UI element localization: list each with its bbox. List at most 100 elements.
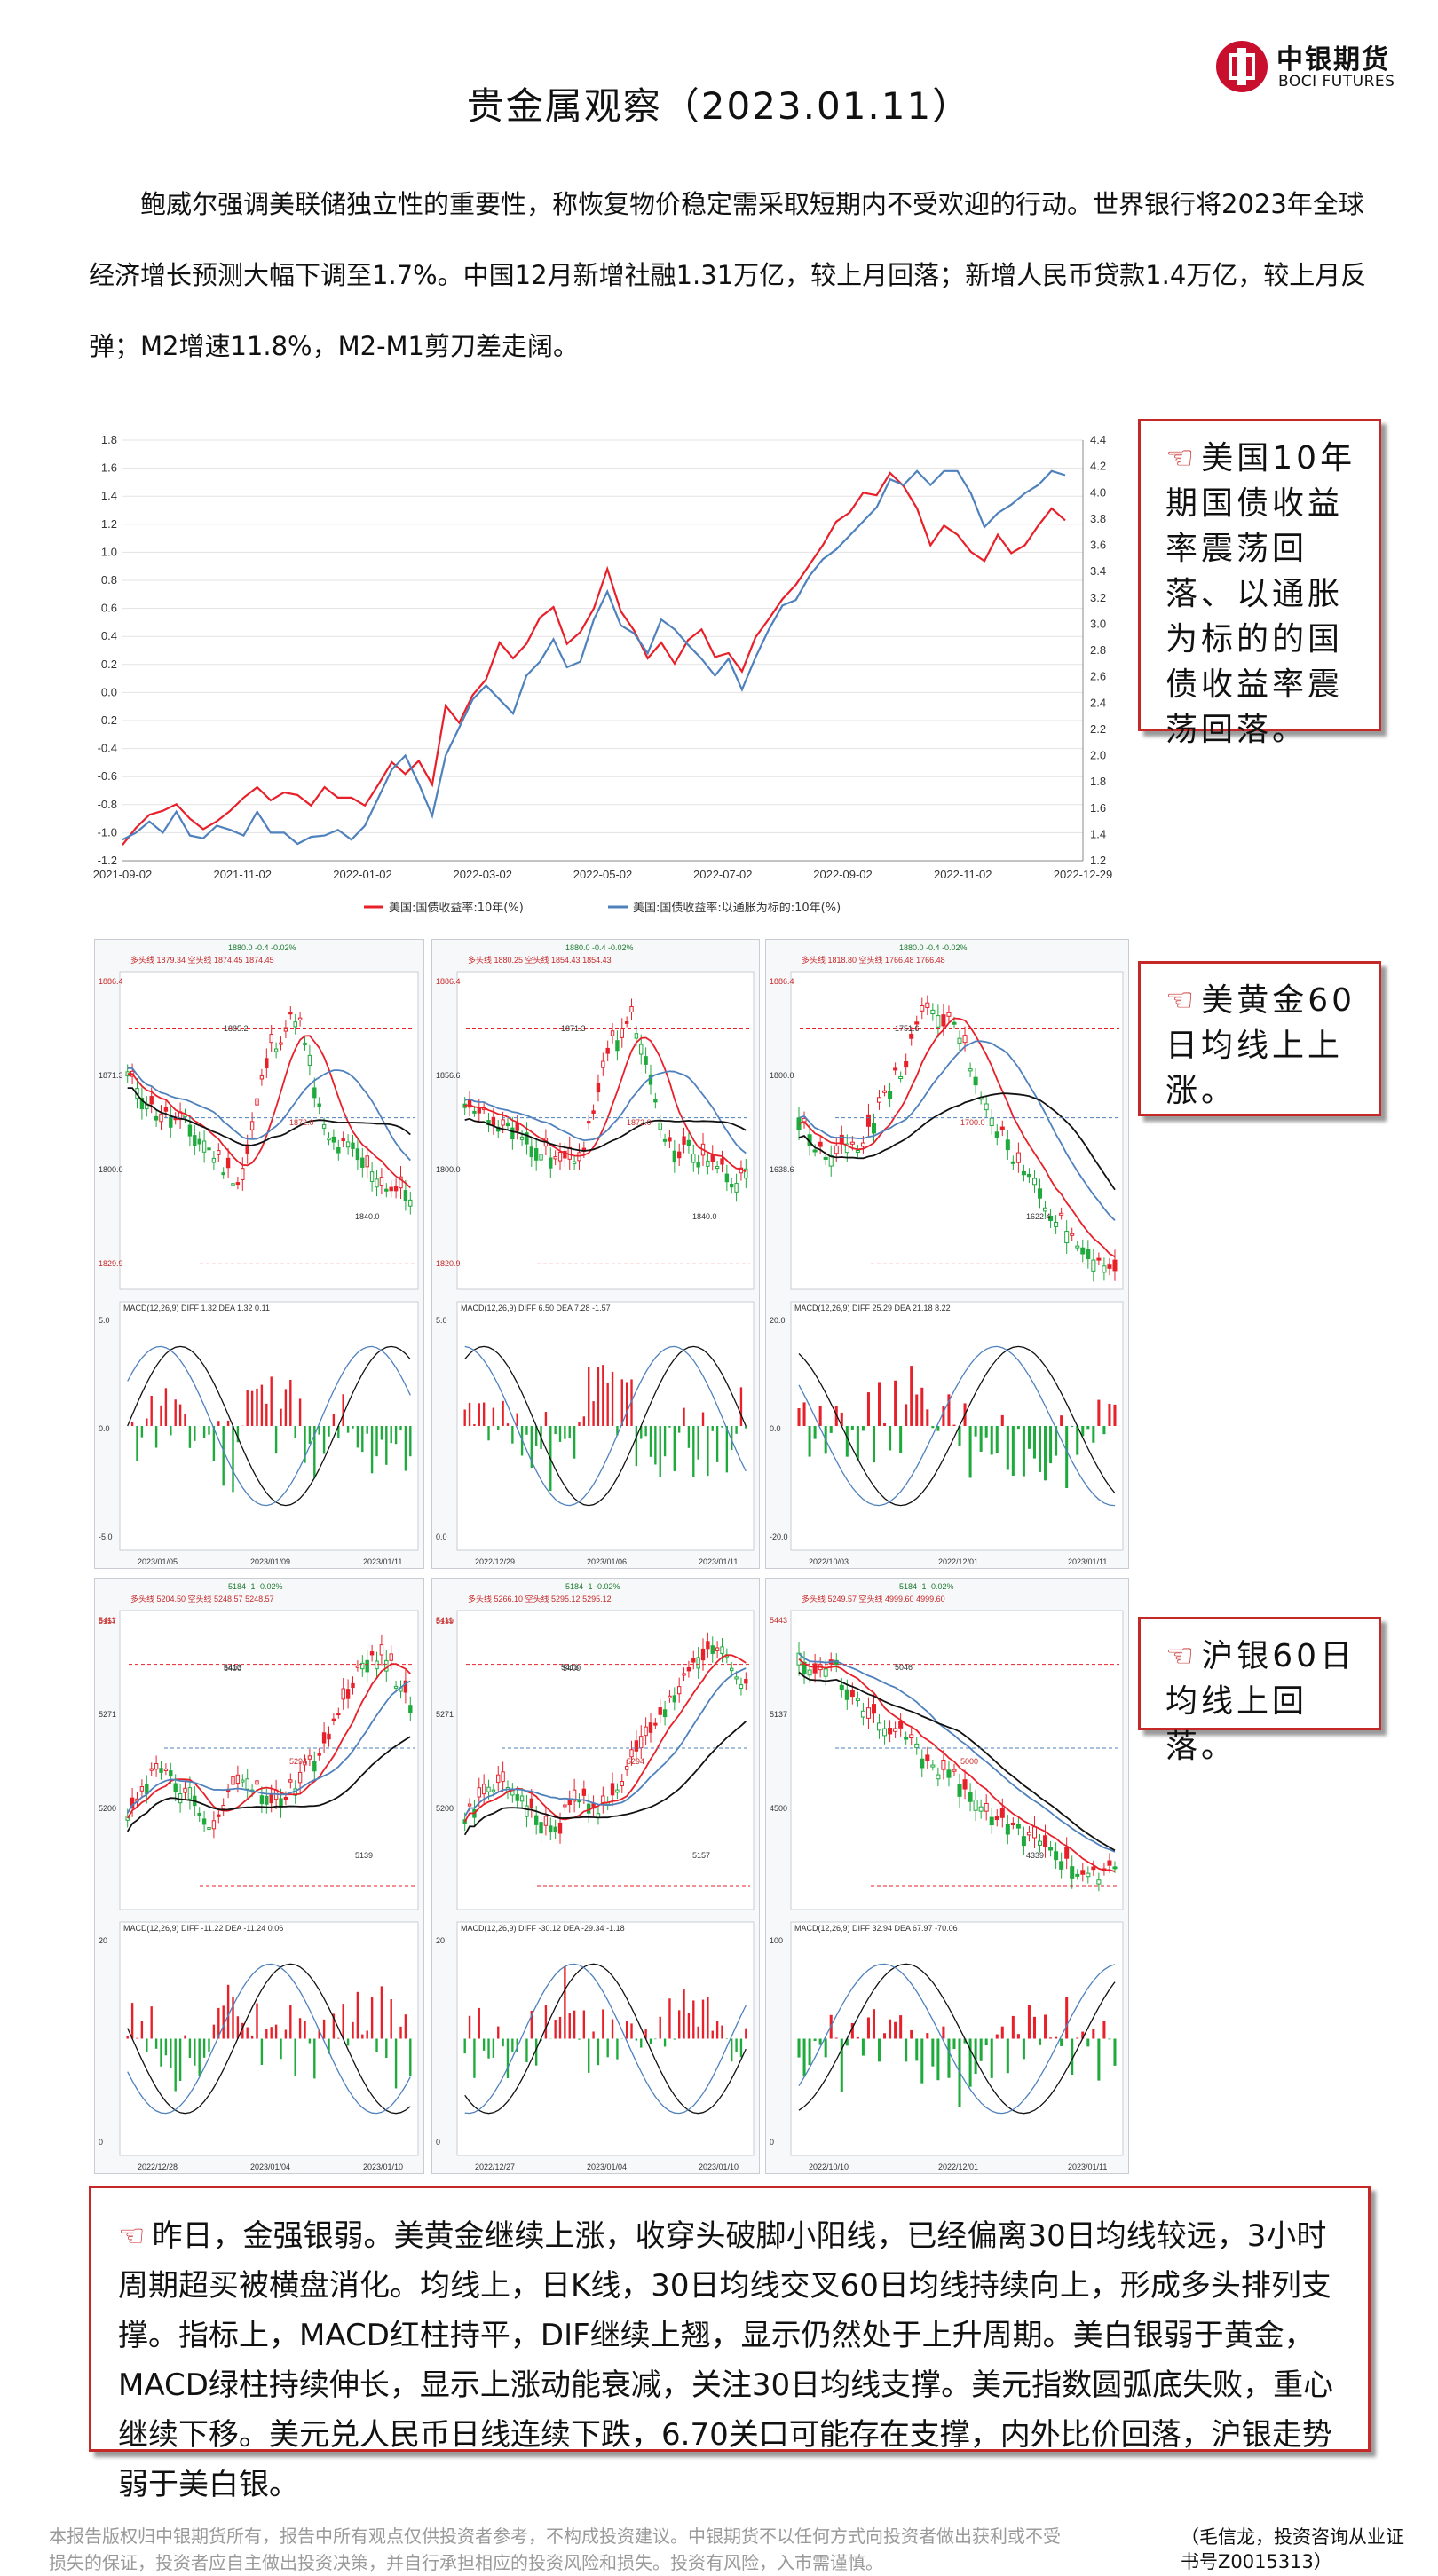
price-label: 1872.0	[289, 1118, 314, 1127]
candle-body	[994, 1816, 999, 1821]
callout-silver-text: 沪银60日均线上回落。	[1165, 1638, 1356, 1765]
candle-body	[149, 1096, 154, 1105]
candle-body	[183, 1115, 187, 1118]
price-label: 5411	[99, 1616, 115, 1625]
candle-body	[525, 1805, 529, 1817]
candle-body	[823, 1668, 828, 1677]
candle-body	[1102, 1265, 1107, 1273]
candle-body	[818, 1141, 823, 1147]
candle-body	[1031, 1178, 1038, 1186]
candle-body	[259, 1795, 265, 1805]
price-label: 5200	[99, 1804, 116, 1813]
candle-body	[563, 1150, 567, 1159]
y-left-tick-label: 1.2	[101, 517, 117, 531]
candle-body	[1096, 1879, 1102, 1885]
candle-body	[462, 1819, 467, 1824]
candle-body	[734, 1676, 739, 1680]
candle-body	[839, 1134, 844, 1145]
candle-body	[197, 1812, 201, 1816]
candle-body	[591, 1110, 596, 1114]
brand-name-en: BOCI FUTURES	[1278, 73, 1395, 91]
candle-body	[154, 1115, 159, 1121]
candle-body	[1070, 1866, 1075, 1879]
candle-body	[1010, 1161, 1015, 1164]
candle-body	[672, 1150, 676, 1163]
candle-body	[691, 1154, 696, 1163]
candle-body	[265, 1058, 269, 1069]
candle-body	[369, 1651, 375, 1656]
candle-body	[235, 1774, 241, 1784]
candle-body	[610, 1030, 615, 1036]
candle-body	[187, 1124, 193, 1137]
candle-body	[925, 1002, 930, 1008]
candle-body	[549, 1157, 553, 1169]
price-label: 5000	[960, 1757, 978, 1766]
y-right-tick-label: 4.2	[1090, 460, 1106, 473]
x-tick-label: 2021-09-02	[93, 868, 153, 881]
candle-body	[1010, 1822, 1015, 1825]
candle-body	[408, 1705, 413, 1713]
candle-body	[279, 1042, 283, 1045]
date-label: 2022/12/01	[938, 1557, 978, 1566]
macd-axis-label: 0.0	[99, 1424, 110, 1433]
macd-axis-label: 20.0	[770, 1316, 786, 1325]
candle-body	[197, 1138, 201, 1145]
candle-body	[572, 1789, 577, 1802]
ma-line	[464, 1070, 747, 1154]
series-line	[122, 469, 1066, 846]
candle-body	[682, 1673, 686, 1676]
candle-body	[312, 1087, 317, 1099]
candle-body	[351, 1682, 355, 1689]
kline-panel: 5184 -1 -0.02% 多头线 5204.50 空头线 5248.57 52…	[94, 1578, 424, 2174]
candle-body	[658, 1707, 662, 1715]
candle-body	[1043, 1835, 1048, 1847]
kline-panel: 1880.0 -0.4 -0.02% 多头线 1880.25 空头线 1854.4…	[431, 939, 760, 1569]
legend-label: 美国:国债收益率:以通胀为标的:10年(%)	[633, 901, 841, 915]
y-right-tick-label: 1.2	[1090, 854, 1106, 867]
candle-body	[467, 1099, 472, 1108]
date-label: 2023/01/10	[699, 2162, 739, 2171]
ma-label: 多头线 1880.25 空头线 1854.43 1854.43	[468, 955, 612, 965]
candle-body	[288, 1012, 293, 1015]
y-left-tick-label: 0.4	[101, 629, 117, 642]
candle-body	[154, 1763, 159, 1770]
callout-treasury-text: 美国10年期国债收益率震荡回落、以通胀为标的的国债收益率震荡回落。	[1165, 440, 1356, 748]
candle-body	[327, 1733, 331, 1740]
ma-line	[464, 1036, 747, 1173]
x-tick-label: 2022-05-02	[573, 868, 633, 881]
candle-body	[312, 1761, 317, 1772]
ma-label: 多头线 5204.50 空头线 5248.57 5248.57	[130, 1594, 274, 1603]
candle-body	[844, 1689, 849, 1700]
candle-body	[877, 1097, 882, 1103]
candle-body	[273, 1048, 279, 1052]
candle-body	[730, 1184, 734, 1188]
y-left-tick-label: -0.6	[98, 769, 117, 783]
candle-body	[169, 1116, 173, 1128]
candle-body	[149, 1768, 154, 1771]
price-label: 5411	[436, 1616, 453, 1625]
price-label: 1885.2	[224, 1024, 249, 1033]
candle-body	[163, 1107, 169, 1112]
candle-body	[557, 1822, 563, 1834]
price-label: 1840.0	[692, 1212, 717, 1221]
candle-body	[336, 1713, 341, 1716]
candle-body	[519, 1795, 525, 1802]
candle-body	[691, 1658, 696, 1663]
kline-panel: 1880.0 -0.4 -0.02% 多头线 1879.34 空头线 1874.4…	[94, 939, 424, 1569]
series-line	[122, 471, 1066, 846]
date-label: 2022/10/10	[809, 2162, 849, 2171]
candle-body	[973, 1076, 978, 1086]
macd-axis-label: 0.0	[436, 1532, 447, 1541]
macd-line	[464, 1963, 747, 2115]
candle-body	[393, 1186, 399, 1192]
y-right-tick-label: 3.2	[1090, 591, 1106, 604]
candle-body	[303, 1761, 307, 1766]
date-label: 2022/10/03	[809, 1557, 849, 1566]
candle-body	[968, 1068, 973, 1072]
candle-body	[710, 1645, 715, 1654]
candle-body	[345, 1689, 351, 1699]
candle-body	[255, 1780, 259, 1785]
candle-body	[379, 1177, 384, 1186]
candle-body	[920, 1004, 925, 1012]
candle-body	[893, 1728, 898, 1732]
